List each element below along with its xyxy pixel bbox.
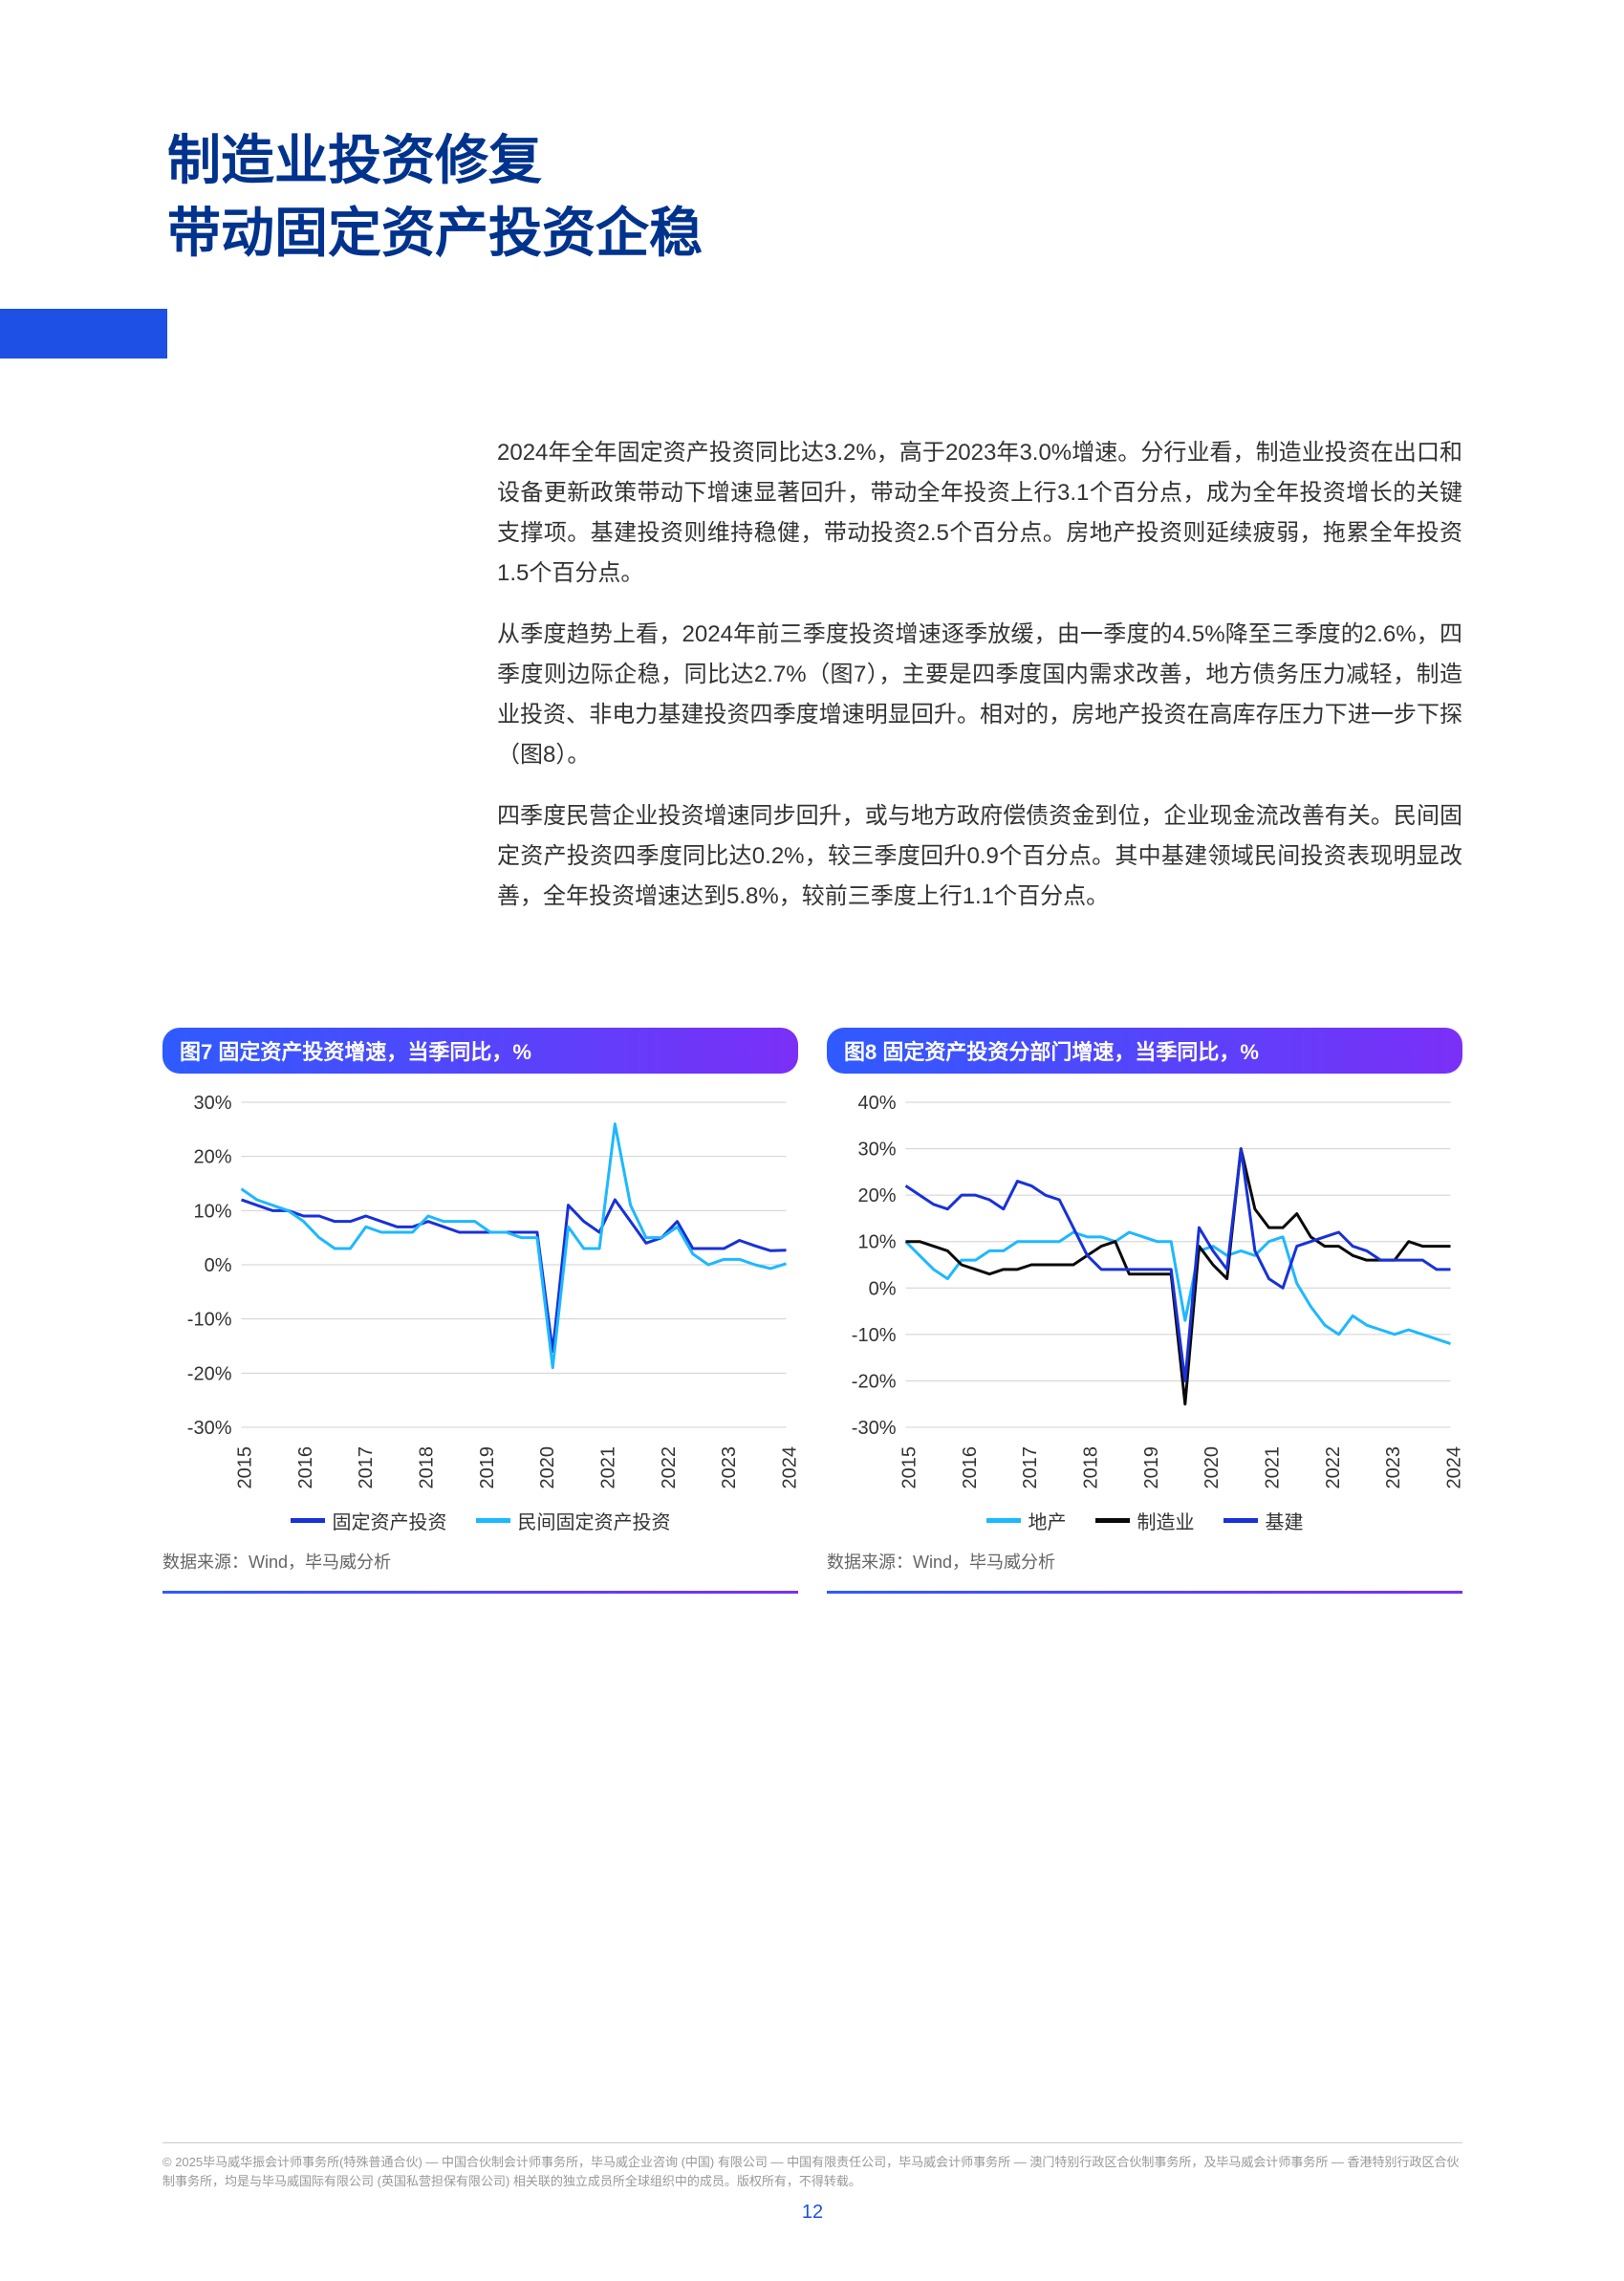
- svg-text:2024: 2024: [1444, 1446, 1463, 1489]
- chart7-area: -30% -20% -10% 0% 10% 20% 30% 2015 2016 2017 2018 2…: [162, 1088, 798, 1499]
- svg-text:2016: 2016: [295, 1446, 316, 1489]
- svg-text:-10%: -10%: [852, 1325, 897, 1346]
- page-number: 12: [162, 2202, 1462, 2224]
- svg-text:2017: 2017: [1020, 1446, 1041, 1489]
- svg-text:2022: 2022: [1323, 1446, 1344, 1489]
- chart7-source: 数据来源：Wind，毕马威分析: [162, 1549, 798, 1574]
- svg-text:2020: 2020: [1202, 1446, 1223, 1489]
- chart8-area: -30% -20% -10% 0% 10% 20% 30% 40% 2015 2016 2017 20…: [827, 1088, 1462, 1499]
- svg-text:2019: 2019: [1141, 1446, 1162, 1489]
- svg-text:-10%: -10%: [187, 1310, 232, 1331]
- footer: © 2025毕马威华振会计师事务所(特殊普通合伙) — 中国合伙制会计师事务所，…: [162, 2142, 1462, 2224]
- paragraph-2: 从季度趋势上看，2024年前三季度投资增速逐季放缓，由一季度的4.5%降至三季度…: [497, 615, 1462, 775]
- svg-text:-30%: -30%: [852, 1418, 897, 1439]
- svg-text:-20%: -20%: [187, 1363, 232, 1384]
- chart8-rule: [827, 1591, 1462, 1594]
- svg-text:2022: 2022: [659, 1446, 680, 1489]
- svg-text:2021: 2021: [1263, 1446, 1284, 1489]
- chart8-legend: 地产 制造业 基建: [827, 1507, 1462, 1534]
- footer-copyright: © 2025毕马威华振会计师事务所(特殊普通合伙) — 中国合伙制会计师事务所，…: [162, 2142, 1462, 2190]
- chart7-rule: [162, 1591, 798, 1594]
- svg-text:30%: 30%: [857, 1140, 896, 1161]
- svg-text:40%: 40%: [857, 1093, 896, 1114]
- svg-text:2018: 2018: [417, 1446, 438, 1489]
- chart8-title: 图8 固定资产投资分部门增速，当季同比，%: [827, 1028, 1462, 1074]
- svg-text:0%: 0%: [205, 1255, 232, 1276]
- svg-text:2015: 2015: [899, 1446, 920, 1489]
- svg-text:10%: 10%: [857, 1232, 896, 1253]
- svg-text:0%: 0%: [869, 1278, 897, 1299]
- svg-text:2023: 2023: [1383, 1446, 1404, 1489]
- svg-text:10%: 10%: [193, 1201, 231, 1222]
- legend-item: 民间固定资产投资: [476, 1507, 671, 1534]
- charts-row: 图7 固定资产投资增速，当季同比，% -30% -20% -10% 0% 10% 20% 3…: [162, 1028, 1462, 1594]
- chart8-svg: -30% -20% -10% 0% 10% 20% 30% 40% 2015 2016 2017 20…: [827, 1088, 1462, 1499]
- chart8-block: 图8 固定资产投资分部门增速，当季同比，% -30% -20% -10% 0% 10% 2…: [827, 1028, 1462, 1594]
- svg-text:2018: 2018: [1081, 1446, 1102, 1489]
- svg-text:-20%: -20%: [852, 1371, 897, 1392]
- chart7-title: 图7 固定资产投资增速，当季同比，%: [162, 1028, 798, 1074]
- svg-text:30%: 30%: [193, 1093, 231, 1114]
- svg-text:2015: 2015: [235, 1446, 256, 1489]
- legend-item: 制造业: [1095, 1507, 1195, 1534]
- chart7-legend: 固定资产投资 民间固定资产投资: [162, 1507, 798, 1534]
- paragraph-3: 四季度民营企业投资增速同步回升，或与地方政府偿债资金到位，企业现金流改善有关。民…: [497, 796, 1462, 917]
- svg-text:2020: 2020: [537, 1446, 558, 1489]
- svg-text:2019: 2019: [477, 1446, 498, 1489]
- legend-item: 基建: [1223, 1507, 1304, 1534]
- svg-text:2021: 2021: [598, 1446, 619, 1489]
- paragraph-1: 2024年全年固定资产投资同比达3.2%，高于2023年3.0%增速。分行业看，…: [497, 433, 1462, 594]
- body-text: 2024年全年固定资产投资同比达3.2%，高于2023年3.0%增速。分行业看，…: [497, 433, 1462, 938]
- svg-text:2016: 2016: [960, 1446, 981, 1489]
- page-title: 制造业投资修复 带动固定资产投资企稳: [167, 124, 703, 269]
- svg-text:2023: 2023: [719, 1446, 740, 1489]
- svg-text:20%: 20%: [193, 1147, 231, 1168]
- accent-bar: [0, 309, 167, 358]
- svg-text:20%: 20%: [857, 1185, 896, 1206]
- legend-item: 地产: [986, 1507, 1067, 1534]
- chart7-svg: -30% -20% -10% 0% 10% 20% 30% 2015 2016 2017 2018 2…: [162, 1088, 798, 1499]
- legend-item: 固定资产投资: [291, 1507, 447, 1534]
- svg-text:2017: 2017: [356, 1446, 377, 1489]
- svg-text:-30%: -30%: [187, 1418, 232, 1439]
- title-line1: 制造业投资修复: [167, 130, 542, 190]
- chart8-source: 数据来源：Wind，毕马威分析: [827, 1549, 1462, 1574]
- chart7-block: 图7 固定资产投资增速，当季同比，% -30% -20% -10% 0% 10% 20% 3…: [162, 1028, 798, 1594]
- title-line2: 带动固定资产投资企稳: [167, 203, 703, 263]
- svg-text:2024: 2024: [780, 1446, 799, 1489]
